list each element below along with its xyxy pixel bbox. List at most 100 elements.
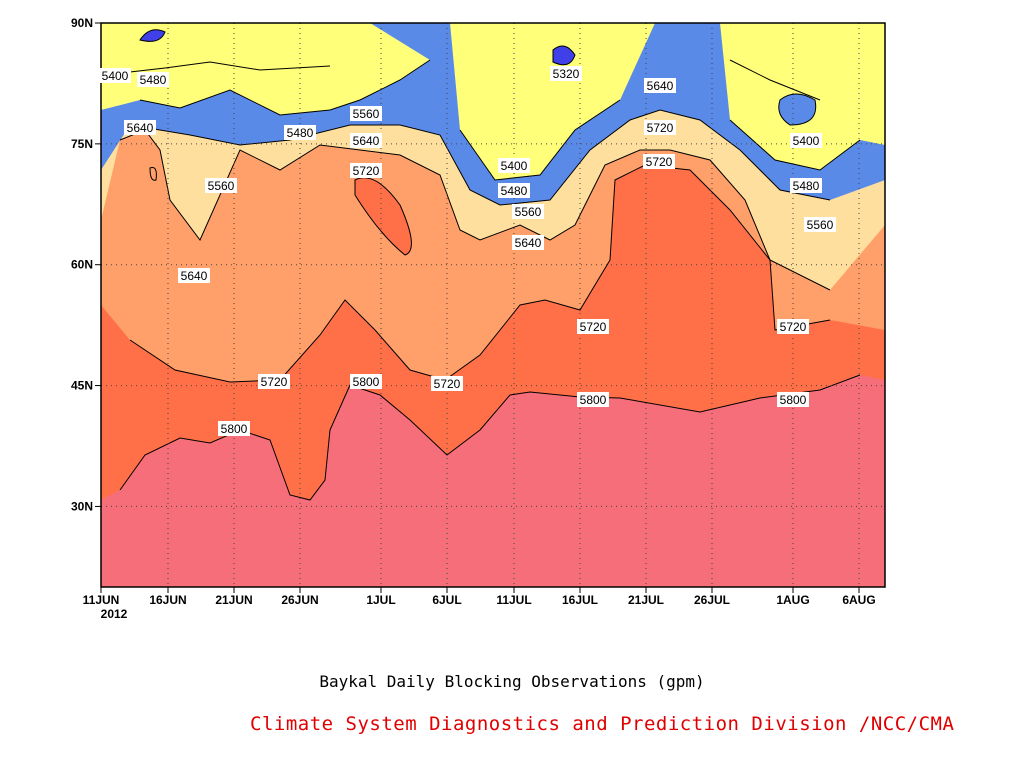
x-tick-label: 11JUL [496,593,531,607]
contour-label-5800: 5800 [577,392,609,407]
svg-text:5640: 5640 [127,121,154,135]
contour-line [129,164,831,383]
contour-label-5800: 5800 [350,374,382,389]
x-tick-label: 6JUL [432,593,461,607]
y-tick-label: 30N [71,499,93,513]
contour-label-5400: 5400 [99,68,131,83]
contour-label-5800: 5800 [218,421,250,436]
contour-label-5400: 5400 [790,133,822,148]
contour-label-5640: 5640 [512,235,544,250]
chart-title: Baykal Daily Blocking Observations (gpm) [319,672,705,691]
band-above_5800 [101,375,885,587]
contour-bands [101,23,885,587]
svg-text:5720: 5720 [646,155,673,169]
contour-label-5720: 5720 [644,120,676,135]
contour-chart: 11JUN 16JUN 21JUN 26JUN 1JUL 6JUL 11JUL 16JUL 21… [71,16,886,621]
contour-label-5480: 5480 [284,125,316,140]
contour-line [459,99,621,181]
svg-text:5480: 5480 [501,184,528,198]
contour-label-5640: 5640 [124,120,156,135]
contour-label-5720: 5720 [777,319,809,334]
svg-text:5720: 5720 [261,375,288,389]
contour-line [139,59,431,116]
contour-label-5720: 5720 [258,374,290,389]
svg-text:5480: 5480 [140,73,167,87]
x-tick-label: 11JUN [83,593,120,607]
svg-text:5800: 5800 [353,375,380,389]
svg-text:5720: 5720 [580,320,607,334]
x-tick-label: 16JUN [149,593,186,607]
contour-line [729,59,821,101]
contour-lines [119,29,861,501]
contour-label-5720: 5720 [431,376,463,391]
svg-text:5720: 5720 [353,164,380,178]
contour-line [129,61,331,73]
plot-frame [100,22,886,588]
contour-line [778,93,817,126]
contour-label-5560: 5560 [350,106,382,121]
contour-line [129,109,831,206]
svg-text:5720: 5720 [780,320,807,334]
svg-text:5560: 5560 [807,218,834,232]
svg-text:5560: 5560 [353,107,380,121]
contour-line [149,167,157,181]
contour-labels: 5400 5480 5320 5560 5640 5480 5560 5640 5720 5400… [99,66,836,436]
svg-text:5640: 5640 [647,79,674,93]
svg-text:5800: 5800 [221,422,248,436]
svg-text:5560: 5560 [515,205,542,219]
band-5480_5560 [101,23,430,115]
svg-text:5320: 5320 [553,67,580,81]
grid-lines [101,23,885,587]
x-tick-label: 16JUL [562,593,598,607]
x-tick-label: 1JUL [366,593,395,607]
svg-text:5400: 5400 [102,69,129,83]
svg-text:5720: 5720 [647,121,674,135]
band-blob-below_5320 [553,46,575,65]
contour-label-5720: 5720 [577,319,609,334]
svg-text:5800: 5800 [780,393,807,407]
y-tick-label: 75N [71,137,93,151]
contour-label-5320: 5320 [550,66,582,81]
contour-label-5560: 5560 [512,204,544,219]
y-tick-label: 60N [71,258,93,272]
x-tick-label: 6AUG [842,593,875,607]
x-axis: 11JUN 16JUN 21JUN 26JUN 1JUL 6JUL 11JUL 16JUL 21… [83,587,876,621]
contour-label-5480: 5480 [498,183,530,198]
credit-line: Climate System Diagnostics and Predictio… [250,713,955,735]
contour-label-5480: 5480 [137,72,169,87]
y-tick-label: 45N [71,379,93,393]
contour-label-5640: 5640 [178,268,210,283]
svg-text:5560: 5560 [208,179,235,193]
x-tick-label: 26JUL [694,593,730,607]
svg-text:5640: 5640 [181,269,208,283]
band-blob-5720_5800 [355,177,412,255]
svg-text:5800: 5800 [580,393,607,407]
svg-text:5640: 5640 [353,134,380,148]
y-axis: 30N 45N 60N 75N 90N [71,16,101,513]
svg-text:5400: 5400 [501,159,528,173]
contour-label-5560: 5560 [804,217,836,232]
x-tick-label: 21JUL [628,593,664,607]
contour-label-5480: 5480 [790,178,822,193]
band-blob-5320_5400 [778,94,816,125]
contour-label-5720: 5720 [643,154,675,169]
x-tick-label: 26JUN [281,593,318,607]
contour-line [354,177,412,256]
contour-label-5800: 5800 [777,392,809,407]
svg-text:5640: 5640 [515,236,542,250]
svg-text:5480: 5480 [793,179,820,193]
svg-text:5400: 5400 [793,134,820,148]
band-blob-below_5320 [140,29,165,42]
band-5480_5560 [450,23,655,180]
x-tick-label: 21JUN [215,593,252,607]
contour-line [119,129,831,291]
contour-label-5640: 5640 [350,133,382,148]
contour-line [139,29,166,42]
x-year-label: 2012 [101,607,128,621]
contour-label-5720: 5720 [350,163,382,178]
contour-label-5640: 5640 [644,78,676,93]
svg-text:5720: 5720 [434,377,461,391]
contour-label-5400: 5400 [498,158,530,173]
svg-text:5480: 5480 [287,126,314,140]
contour-line [729,119,861,171]
